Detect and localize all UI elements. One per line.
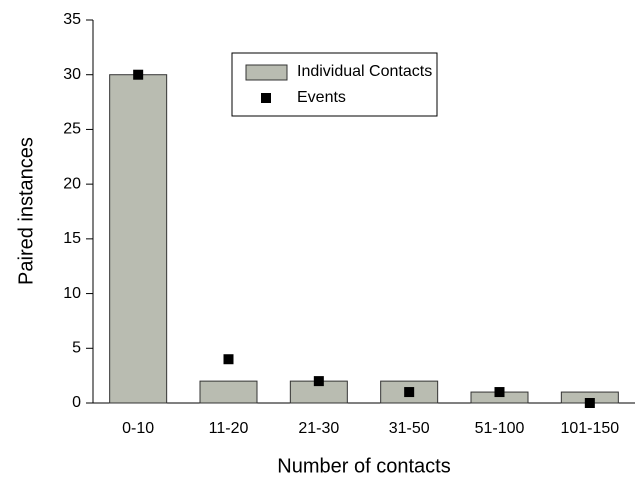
y-tick-label: 35 <box>63 11 81 28</box>
y-tick-label: 10 <box>63 285 81 302</box>
y-tick-label: 25 <box>63 121 81 138</box>
legend-box <box>231 52 438 117</box>
x-tick-label: 0-10 <box>122 420 154 437</box>
marker <box>223 354 234 365</box>
marker <box>313 376 324 387</box>
legend-label: Events <box>297 89 346 106</box>
y-axis-label: Paired instances <box>15 137 37 285</box>
y-tick-label: 30 <box>63 66 81 83</box>
x-tick-label: 11-20 <box>209 420 249 437</box>
marker <box>404 387 415 398</box>
bar <box>199 380 258 404</box>
legend-label: Individual Contacts <box>297 63 432 80</box>
x-tick-label: 31-50 <box>389 420 430 437</box>
marker <box>133 69 144 80</box>
bar <box>109 74 168 404</box>
marker <box>584 398 595 408</box>
marker <box>494 387 505 398</box>
y-tick-label: 5 <box>72 340 81 357</box>
legend-swatch <box>261 93 271 103</box>
x-axis-label: Number of contacts <box>277 455 450 477</box>
x-tick-label: 51-100 <box>475 420 525 437</box>
x-tick-label: 101-150 <box>560 420 619 437</box>
y-tick-label: 15 <box>63 230 81 247</box>
x-tick-label: 21-30 <box>298 420 339 437</box>
y-tick-label: 20 <box>63 175 81 192</box>
legend-swatch <box>245 64 288 81</box>
y-tick-label: 0 <box>72 394 81 411</box>
